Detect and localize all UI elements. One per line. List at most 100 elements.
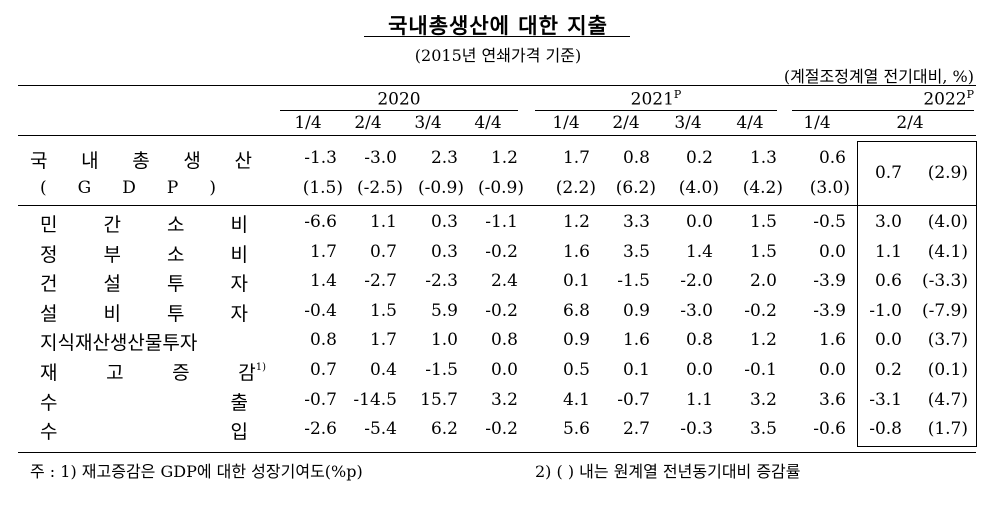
cell-value: -0.3 [680,419,713,440]
cell-value: -2.0 [680,271,713,292]
cell-value: 6.8 [562,300,590,321]
gdp-value: 0.6 [818,148,846,168]
label-char: 자 [230,302,248,325]
gdp-yoy-value: (3.0) [809,178,850,198]
label-char: 정 [40,243,58,266]
label-char: 설 [40,302,58,325]
bottom-rule [18,452,976,453]
cell-value: 0.1 [622,360,650,380]
cell-value: -0.2 [485,300,518,321]
cell-value: 1.5 [749,241,777,262]
label-char: 수 [40,421,58,444]
cell-value: 3.0 [874,212,902,232]
quarter-header: 2/4 [354,113,382,133]
quarter-header: 1/4 [294,113,322,133]
label-char: 간 [103,214,121,236]
cell-value: 0.2 [874,360,902,380]
cell-value: -0.2 [485,419,518,440]
cell-value: 0.8 [309,330,337,351]
label-char: 증 [172,362,190,384]
cell-value: -0.5 [813,212,846,232]
title-underline [364,36,630,37]
label-char: 총 [132,150,150,172]
year-rule-2022 [792,110,974,111]
cell-value: 3.3 [622,212,650,232]
cell-value: 0.7 [309,360,337,380]
label-char: 부 [103,243,121,266]
quarter-header: 3/4 [674,113,702,133]
cell-value: 1.6 [622,330,650,351]
cell-value: 1.1 [685,389,713,410]
cell-value: 5.6 [562,419,590,440]
cell-value: -1.5 [425,360,458,380]
label-char: 자 [230,273,248,296]
table-subtitle: (2015년 연쇄가격 기준) [414,46,582,65]
gdp-yoy-value: (2.2) [555,178,596,198]
cell-value: 1.4 [309,271,337,292]
cell-value: 0.9 [562,330,590,351]
label-char: 지식재산생산물투자 [40,332,198,355]
cell-value: -0.2 [744,300,777,321]
label-char: 고 [106,362,124,384]
year-rule-2020 [280,110,518,111]
cell-value: 3.2 [490,389,518,410]
cell-value: 0.5 [562,360,590,380]
cell-yoy-value: (0.1) [927,360,968,380]
cell-value: -0.7 [617,389,650,410]
cell-value: 1.1 [369,212,397,232]
cell-value: 1.1 [874,241,902,262]
cell-value: -1.1 [485,212,518,232]
cell-value: 1.5 [749,212,777,232]
gdp-value: 0.2 [685,148,713,168]
footnote-1: 주 : 1) 재고증감은 GDP에 대한 성장기여도(%p) [30,462,363,481]
label-char: 재 [40,362,58,384]
cell-value: 0.0 [818,241,846,262]
cell-value: -3.1 [869,389,902,410]
year-header-2020: 2020 [377,89,421,110]
gdp-value: 1.3 [749,148,777,168]
year-header-2021: 2021P [630,88,682,110]
cell-value: 3.5 [749,419,777,440]
cell-value: 0.4 [369,360,397,380]
cell-value: 3.6 [818,389,846,410]
cell-value: -2.3 [425,271,458,292]
row-label: 재 고 증 감1) [40,358,266,385]
cell-value: 3.2 [749,389,777,410]
label-char: D [122,178,136,198]
cell-yoy-value: (1.7) [927,419,968,440]
cell-yoy-value: (4.1) [927,241,968,262]
quarter-header: 1/4 [803,113,831,133]
cell-value: -0.8 [869,419,902,440]
label-char: G [77,178,92,198]
cell-value: 1.0 [430,330,458,351]
cell-value: -0.6 [813,419,846,440]
label-char: 입 [230,421,248,444]
cell-value: 6.2 [430,419,458,440]
footnote-2: 2) ( ) 내는 원계열 전년동기대비 증감률 [535,462,801,481]
gdp-value: 0.8 [622,148,650,168]
quarter-header: 4/4 [736,113,764,133]
label-char: 비 [230,243,248,266]
gdp-value: 1.2 [490,148,518,168]
cell-value: 0.0 [874,330,902,351]
label-char: 감1) [238,361,266,384]
cell-value: -5.4 [364,419,397,440]
cell-value: -14.5 [353,389,397,410]
cell-value: -0.2 [485,241,518,262]
cell-value: 0.0 [685,360,713,380]
cell-value: 5.9 [430,300,458,321]
cell-value: -0.7 [304,389,337,410]
gdp-yoy-value: (-0.9) [477,178,524,198]
cell-yoy-value: (4.7) [927,389,968,410]
cell-value: 1.6 [818,330,846,351]
quarter-header: 2/4 [612,113,640,133]
cell-value: -3.9 [813,271,846,292]
cell-yoy-value: (4.0) [927,212,968,232]
label-char: 국 [30,150,48,172]
label-char: 산 [234,150,252,172]
